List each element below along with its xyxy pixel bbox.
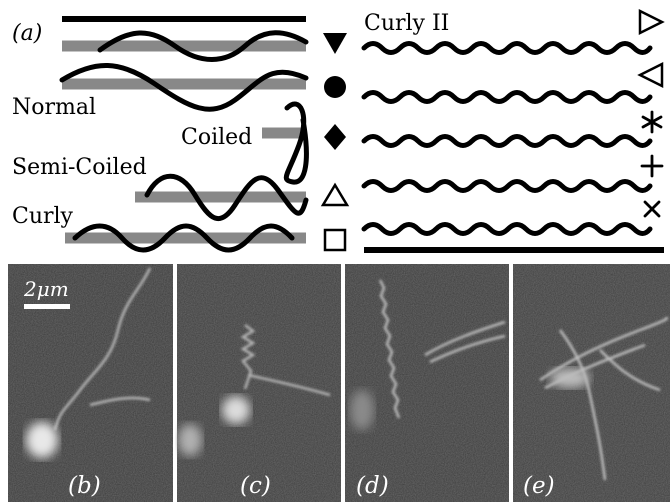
wave-row-1 bbox=[62, 30, 309, 62]
cross-icon bbox=[643, 200, 661, 218]
label-curly-ii: Curly II bbox=[364, 11, 449, 36]
micrograph-c: (c) bbox=[177, 264, 341, 502]
label-semi-coiled: Semi-Coiled bbox=[12, 155, 147, 180]
curly-ii-row-4 bbox=[361, 179, 653, 193]
micrograph-e: (e) bbox=[513, 264, 670, 502]
filled-circle-icon bbox=[324, 76, 346, 98]
curly-filament bbox=[65, 223, 306, 253]
panel-c-label: (c) bbox=[240, 473, 271, 499]
curly-ii-row-3 bbox=[361, 134, 653, 148]
curly-ii-filaments bbox=[361, 41, 664, 253]
label-coiled: Coiled bbox=[181, 125, 252, 150]
filled-diamond-icon bbox=[324, 124, 346, 150]
curly-ii-row-2 bbox=[361, 90, 653, 104]
legend-markers-right bbox=[637, 8, 665, 218]
coiled-filament bbox=[262, 101, 309, 185]
micrograph-d: (d) bbox=[345, 264, 509, 502]
curly-ii-row-5 bbox=[361, 222, 653, 236]
panel-b-label: (b) bbox=[68, 473, 101, 499]
open-left-triangle-icon bbox=[637, 61, 664, 89]
open-square-icon bbox=[323, 228, 347, 252]
scale-bar bbox=[24, 304, 70, 309]
legend-markers-left bbox=[320, 33, 350, 252]
semi-coiled-filament bbox=[135, 173, 309, 222]
panel-e-label: (e) bbox=[523, 473, 555, 499]
panel-a: (a) Normal Coiled Semi-Coiled Curly bbox=[12, 8, 665, 253]
asterisk-icon bbox=[641, 110, 663, 134]
curly-ii-row-1 bbox=[361, 41, 653, 55]
label-curly: Curly bbox=[12, 204, 74, 229]
micrograph-b: 2μm (b) bbox=[8, 264, 173, 502]
filled-down-triangle-icon bbox=[323, 33, 347, 54]
wave-row-2 bbox=[59, 63, 309, 112]
panel-a-label: (a) bbox=[12, 21, 42, 46]
scale-bar-label: 2μm bbox=[23, 277, 69, 301]
label-normal: Normal bbox=[12, 95, 96, 120]
panel-d-label: (d) bbox=[356, 473, 389, 499]
open-up-triangle-icon bbox=[320, 182, 350, 207]
plus-icon bbox=[640, 154, 664, 178]
open-right-triangle-icon bbox=[638, 8, 665, 36]
